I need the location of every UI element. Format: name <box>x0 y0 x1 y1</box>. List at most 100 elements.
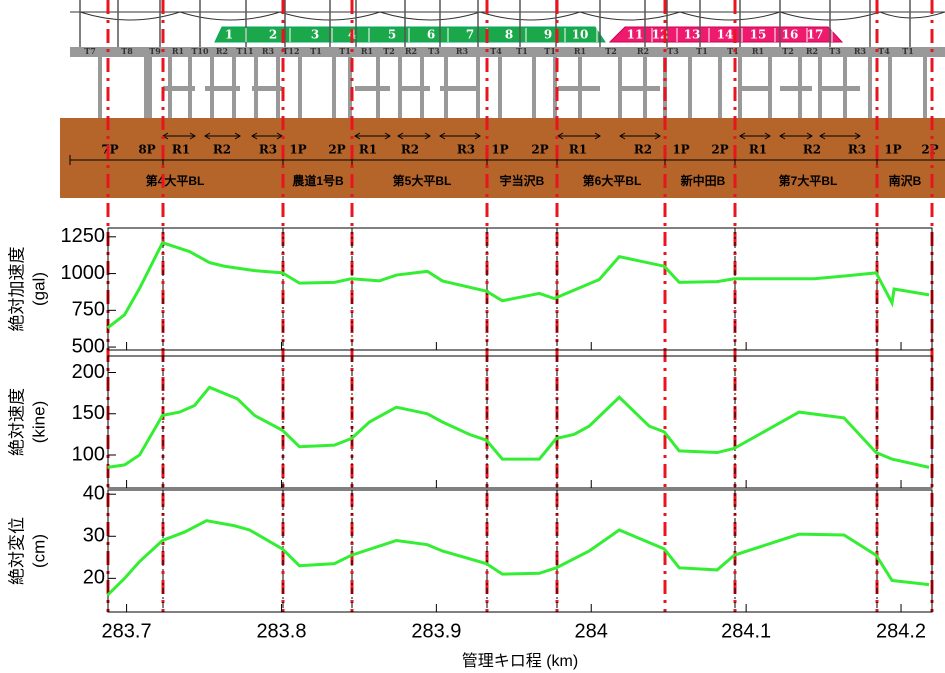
y-tick-label: 750 <box>72 299 105 321</box>
span-label: R3 <box>457 143 475 157</box>
car-number: 7 <box>466 28 474 42</box>
pier <box>144 57 148 118</box>
bridge-name: 宇当沢B <box>500 173 545 188</box>
y-tick-label: 40 <box>83 482 105 504</box>
beam-label: R1 <box>574 46 586 56</box>
span-label: R2 <box>634 143 652 157</box>
x-tick-label: 283.8 <box>256 620 306 642</box>
beam-label: T9 <box>149 46 161 56</box>
y-tick-label: 100 <box>72 443 105 465</box>
bridge-name: 農道1号B <box>292 173 344 188</box>
pier <box>718 57 722 118</box>
car-number: 9 <box>544 28 552 42</box>
figure: T7T8T9R1T10R2T11R3T12T1T1R1T2R2T3R3T4T1T… <box>0 0 945 673</box>
span-label: 8P <box>138 143 155 157</box>
pier <box>298 57 302 118</box>
y-tick-label: 20 <box>83 567 105 589</box>
span-label: 2P <box>711 143 728 157</box>
span-label: R2 <box>803 143 821 157</box>
span-label: 1P <box>884 143 901 157</box>
data-line <box>108 387 930 467</box>
beam-label: R1 <box>752 46 764 56</box>
span-label: R1 <box>569 143 587 157</box>
car-number: 16 <box>782 28 799 42</box>
y-axis-label: (kine) <box>29 401 48 444</box>
bridge-name: 第5大平BL <box>393 173 452 188</box>
beam-label: T4 <box>490 46 502 56</box>
beam-label: T2 <box>605 46 617 56</box>
crossbeam <box>780 86 812 91</box>
x-tick-label: 284.2 <box>876 620 926 642</box>
beam-label: R2 <box>405 46 417 56</box>
y-tick-label: 200 <box>72 361 105 383</box>
beam-label: T1 <box>310 46 322 56</box>
car-number: 10 <box>572 28 589 42</box>
crossbeam <box>558 86 600 91</box>
beam-label: T8 <box>121 46 133 56</box>
beam-label: T3 <box>829 46 841 56</box>
bridge-name: 第6大平BL <box>583 173 642 188</box>
y-tick-label: 500 <box>72 335 105 357</box>
car-number: 15 <box>750 28 767 42</box>
bridge-name: 第4大平BL <box>146 173 205 188</box>
car-number: 11 <box>627 28 644 42</box>
x-axis-label: 管理キロ程 (km) <box>462 652 578 670</box>
beam-label: T2 <box>782 46 794 56</box>
beam-label: R3 <box>854 46 867 56</box>
car-number: 8 <box>505 28 513 42</box>
pier <box>98 57 102 118</box>
span-label: R1 <box>172 143 190 157</box>
car-number: 2 <box>269 28 277 42</box>
bridge-name: 南沢B <box>889 173 922 188</box>
beam-label: T2 <box>383 46 395 56</box>
beam-label: T10 <box>191 46 209 56</box>
crossbeam <box>740 86 770 91</box>
y-tick-label: 150 <box>72 402 105 424</box>
catenary <box>80 12 945 20</box>
car-number: 5 <box>388 28 396 42</box>
y-axis-label: 絶対速度 <box>7 388 26 456</box>
span-label: R2 <box>213 143 231 157</box>
x-tick-label: 283.9 <box>411 620 461 642</box>
crossbeam <box>440 86 480 91</box>
span-label: R1 <box>359 143 377 157</box>
span-label: 2P <box>921 143 938 157</box>
beam-label: R3 <box>262 46 275 56</box>
beam-label: T1 <box>339 46 351 56</box>
pier <box>888 57 892 118</box>
beam-label: T4 <box>878 46 890 56</box>
plot-frame <box>108 490 932 612</box>
crossbeam <box>620 86 660 91</box>
pier <box>498 57 502 118</box>
x-tick-label: 284.1 <box>721 620 771 642</box>
beam-label: T1 <box>696 46 708 56</box>
pier <box>923 57 927 118</box>
y-axis-label: 絶対変位 <box>7 517 26 585</box>
span-label: R1 <box>749 143 767 157</box>
pier <box>688 57 692 118</box>
span-label: 2P <box>328 143 345 157</box>
beam-label: T1 <box>727 46 739 56</box>
car-number: 17 <box>807 28 824 42</box>
span-label: R3 <box>848 143 866 157</box>
car-number: 1 <box>225 28 233 42</box>
span-label: 1P <box>491 143 508 157</box>
beam-label: T7 <box>84 46 96 56</box>
beam-label: T11 <box>236 46 253 56</box>
beam-label: R2 <box>216 46 228 56</box>
x-tick-label: 284 <box>575 620 608 642</box>
plot-frame <box>108 228 932 350</box>
pier <box>332 57 336 118</box>
car-number: 13 <box>684 28 701 42</box>
beam-label: R2 <box>637 46 649 56</box>
bridge-name: 新中田B <box>681 173 726 188</box>
beam-label: T3 <box>667 46 679 56</box>
bridge-name: 第7大平BL <box>779 173 838 188</box>
beam-label: T1 <box>544 46 556 56</box>
pier <box>532 57 536 118</box>
beam-label: T1 <box>902 46 914 56</box>
span-label: R2 <box>401 143 419 157</box>
y-tick-label: 1000 <box>61 262 106 284</box>
crossbeam <box>252 86 282 91</box>
